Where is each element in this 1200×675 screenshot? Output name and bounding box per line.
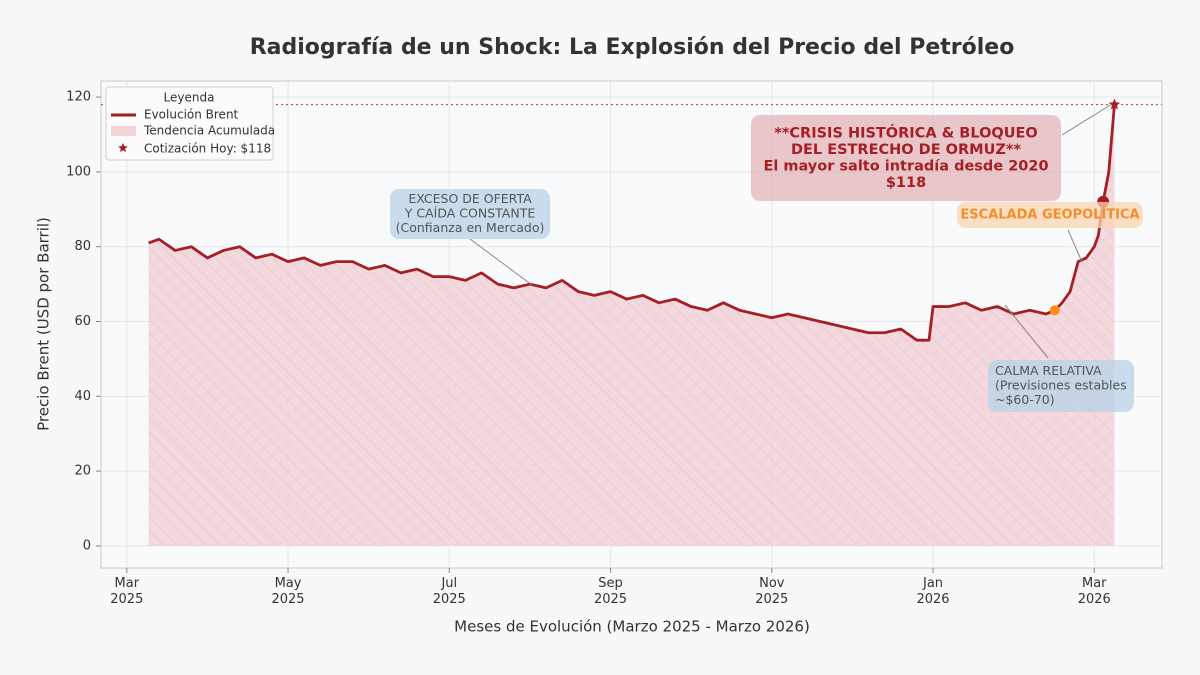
- annotation-text: ESCALADA GEOPOLÍTICA: [960, 207, 1139, 223]
- annotation-box: [988, 360, 1134, 412]
- x-axis-label: Meses de Evolución (Marzo 2025 - Marzo 2…: [454, 618, 810, 636]
- y-tick-label: 20: [74, 464, 91, 479]
- y-tick-label: 100: [66, 164, 91, 179]
- legend-swatch: [118, 143, 128, 153]
- legend-label: Cotización Hoy: $118: [144, 142, 271, 156]
- legend-label: Tendencia Acumulada: [143, 124, 275, 138]
- annotation-box: [957, 202, 1143, 228]
- annotation-text: DEL ESTRECHO DE ORMUZ**: [791, 142, 1021, 158]
- current-marker: [1108, 98, 1121, 110]
- annotation-text: Y CAÍDA CONSTANTE: [404, 206, 536, 221]
- annotation-box: [390, 189, 550, 239]
- y-tick-label: 80: [74, 239, 91, 254]
- x-tick-label: Nov 2025: [755, 576, 789, 607]
- x-tick-label: Jul 2025: [432, 576, 466, 607]
- x-tick-label: May 2025: [271, 576, 305, 607]
- highlight-point: [1049, 305, 1060, 316]
- annotation-text: CALMA RELATIVA: [995, 363, 1102, 378]
- y-tick-label: 60: [74, 314, 91, 329]
- y-tick-label: 120: [66, 90, 91, 105]
- annotation-arrow: [1004, 304, 1049, 359]
- line: [148, 104, 1116, 342]
- annotation-box: [751, 115, 1061, 201]
- x-tick-label: Mar 2025: [110, 576, 144, 607]
- annotation-text: $118: [886, 175, 926, 191]
- y-tick-label: 40: [74, 389, 91, 404]
- x-tick-label: Mar 2026: [1077, 576, 1111, 607]
- legend-label: Evolución Brent: [144, 108, 239, 122]
- y-axis-label: Precio Brent (USD por Barril): [35, 217, 53, 431]
- area: [148, 104, 1115, 546]
- x-tick-label: Sep 2025: [593, 576, 628, 607]
- annotation-text: **CRISIS HISTÓRICA & BLOQUEO: [774, 123, 1038, 141]
- annotation-arrow: [469, 238, 533, 286]
- annotation-text: El mayor salto intradía desde 2020: [763, 158, 1048, 174]
- y-tick-label: 0: [83, 538, 91, 553]
- chart-title: Radiografía de un Shock: La Explosión de…: [250, 35, 1015, 60]
- legend-box: [105, 86, 274, 161]
- annotation-arrow: [1061, 103, 1113, 136]
- annotation-text: (Previsiones estables: [995, 378, 1127, 393]
- annotation-text: ~$60-70): [995, 392, 1055, 407]
- legend-title: Leyenda: [164, 91, 215, 105]
- annotation-text: (Confianza en Mercado): [396, 220, 545, 235]
- annotation-arrow: [1067, 229, 1083, 263]
- x-tick-label: Jan 2026: [916, 576, 950, 607]
- annotation-text: EXCESO DE OFERTA: [408, 191, 532, 206]
- legend-swatch: [111, 126, 136, 136]
